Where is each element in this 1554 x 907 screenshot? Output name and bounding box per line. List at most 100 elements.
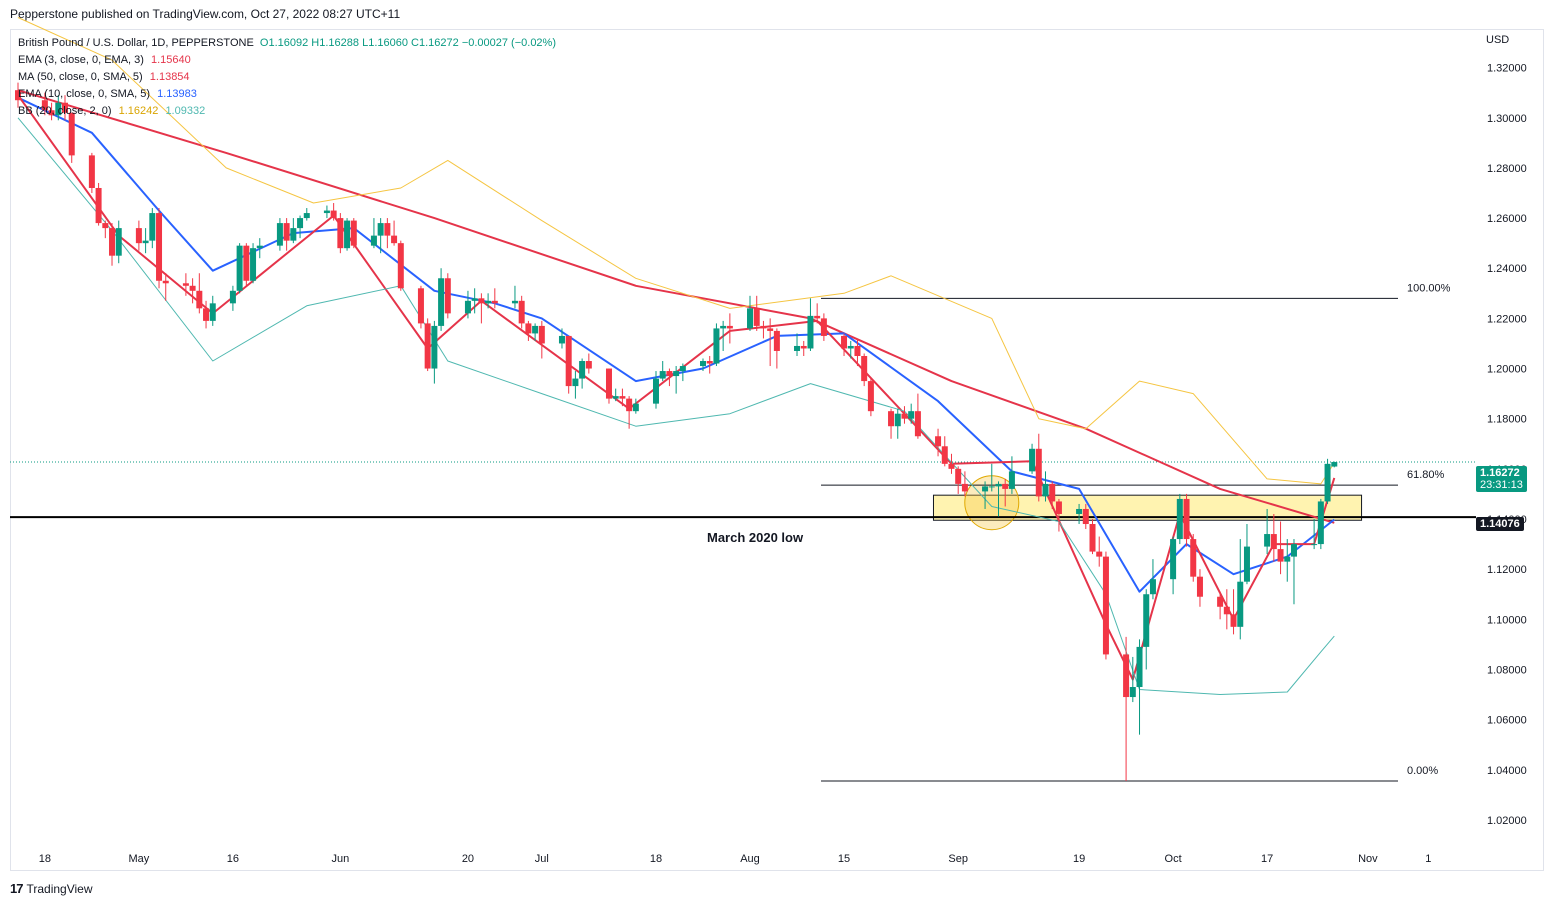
candle-body (961, 483, 968, 492)
candle-body (256, 245, 263, 249)
ma50-label: MA (50, close, 0, SMA, 5) (18, 71, 143, 83)
candle-body (1264, 534, 1271, 547)
candle-body (720, 325, 727, 329)
candle-body (747, 308, 754, 329)
candle-body (1230, 614, 1237, 627)
candle-body (1170, 539, 1177, 580)
x-tick-label: Aug (740, 853, 760, 865)
fib-label: 100.00% (1407, 282, 1451, 294)
open-value: O1.16092 (259, 37, 309, 49)
candle-body (1290, 544, 1297, 557)
candle-body (1149, 579, 1156, 595)
x-tick-label: Oct (1165, 853, 1182, 865)
x-tick-label: Sep (948, 853, 968, 865)
tradingview-logo-icon[interactable]: 17 (10, 881, 24, 896)
candle-body (196, 290, 203, 309)
candle-body (142, 240, 149, 244)
candle-body (565, 335, 572, 387)
candle-body (1002, 483, 1009, 489)
bb-label: BB (20, close, 2, 0) (18, 105, 112, 117)
y-tick-label: 1.30000 (1487, 113, 1527, 125)
y-tick-label: 1.08000 (1487, 664, 1527, 676)
candle-body (585, 361, 592, 369)
candle-body (652, 378, 659, 404)
footer-brand[interactable]: TradingView (26, 881, 93, 896)
candle-body (894, 413, 901, 427)
candle-body (753, 308, 760, 326)
candle-body (276, 223, 283, 246)
candle-body (1035, 448, 1042, 497)
candle-body (914, 411, 921, 437)
candle-body (713, 328, 720, 364)
candle-body (485, 300, 492, 304)
candle-body (15, 90, 21, 101)
candle-body (1055, 501, 1062, 514)
y-tick-label: 1.32000 (1487, 63, 1527, 75)
symbol-legend: British Pound / U.S. Dollar, 1D, PEPPERS… (18, 35, 556, 52)
candle-body (982, 486, 989, 492)
candle-body (814, 315, 821, 319)
x-tick-label: 19 (1073, 853, 1085, 865)
fib-label: 61.80% (1407, 469, 1445, 481)
candle-body (1089, 524, 1096, 552)
candle-body (532, 325, 539, 334)
candle-body (491, 300, 498, 304)
candle-body (250, 248, 257, 281)
candle-body (767, 328, 774, 331)
ema10-label: EMA (10, close, 0, SMA, 5) (18, 88, 151, 100)
indicator-line (17, 117, 1335, 695)
candle-body (55, 102, 62, 116)
candle-body (330, 210, 337, 219)
ema10-legend[interactable]: EMA (10, close, 0, SMA, 5) 1.13983 (18, 86, 556, 103)
ma50-value: 1.13854 (149, 71, 190, 83)
candle-body (1311, 544, 1318, 546)
candle-body (525, 323, 532, 334)
candle-body (605, 368, 612, 399)
candle-body (303, 213, 310, 219)
candle-body (444, 278, 451, 314)
candle-body (1277, 549, 1284, 562)
candle-body (156, 213, 163, 281)
candle-body (619, 396, 626, 399)
candle-body (464, 300, 471, 314)
candle-body (854, 345, 861, 356)
candle-body (706, 361, 713, 364)
candle-body (726, 325, 733, 329)
candle-body (203, 308, 210, 321)
chart-frame (10, 29, 1544, 871)
candle-body (471, 298, 478, 301)
candle-body (1102, 556, 1109, 655)
bar-countdown: 23:31:13 (1480, 479, 1523, 491)
candle-body (988, 486, 995, 488)
x-tick-label: 16 (227, 853, 239, 865)
candle-body (149, 213, 156, 241)
x-tick-label: Jun (331, 853, 349, 865)
bb-legend[interactable]: BB (20, close, 2, 0) 1.16242 1.09332 (18, 103, 556, 120)
candle-body (229, 290, 236, 304)
ema3-legend[interactable]: EMA (3, close, 0, EMA, 3) 1.15640 (18, 52, 556, 69)
candle-body (290, 228, 297, 241)
candle-body (88, 155, 95, 188)
candle-body (679, 366, 686, 372)
candle-body (511, 300, 518, 304)
candle-body (773, 330, 780, 351)
candle-body (666, 371, 673, 377)
ma50-legend[interactable]: MA (50, close, 0, SMA, 5) 1.13854 (18, 69, 556, 86)
change-value: −0.00027 (−0.02%) (461, 37, 556, 49)
candle-body (1223, 606, 1230, 615)
candle-body (1243, 546, 1250, 582)
candle-body (323, 210, 330, 214)
candle-body (1076, 508, 1083, 514)
candle-body (794, 345, 801, 351)
candle-body (243, 245, 250, 281)
candle-body (518, 300, 525, 324)
candle-body (337, 218, 344, 249)
candle-body (41, 100, 48, 111)
candle-body (572, 378, 579, 387)
candle-body (62, 102, 69, 113)
candle-body (1190, 539, 1197, 577)
candle-body (478, 298, 485, 304)
x-tick-label: Jul (535, 853, 549, 865)
ema3-label: EMA (3, close, 0, EMA, 3) (18, 54, 144, 66)
